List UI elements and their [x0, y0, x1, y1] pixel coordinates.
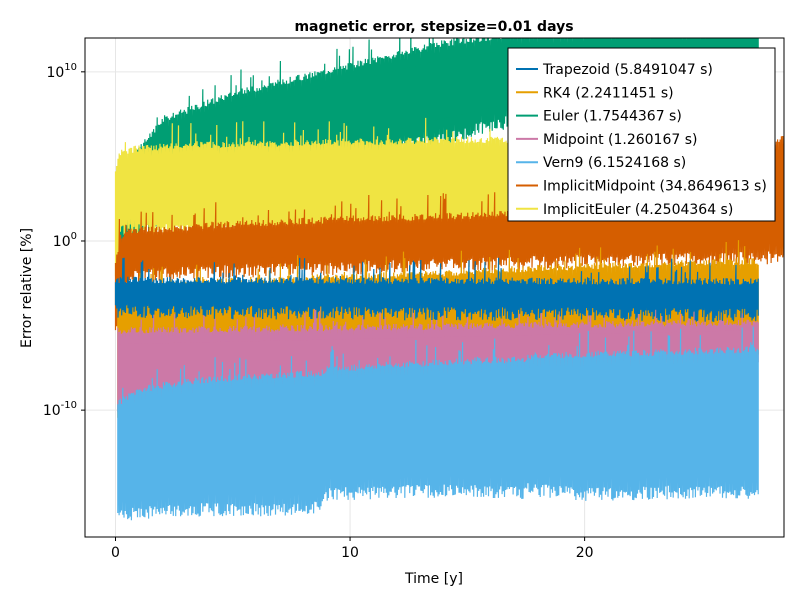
legend-entry: Midpoint (1.260167 s) — [543, 132, 697, 148]
x-axis-label: Time [y] — [404, 571, 463, 587]
legend: Trapezoid (5.8491047 s) RK4 (2.2411451 s)… — [507, 47, 776, 222]
legend-box — [507, 47, 776, 222]
y-tick-label: 1010 — [46, 62, 77, 81]
y-tick-label: 10-10 — [43, 400, 77, 419]
x-axis-ticks: 0 10 20 — [111, 537, 594, 561]
x-tick-label: 20 — [576, 545, 594, 561]
legend-entry: ImplicitMidpoint (34.8649613 s) — [543, 179, 767, 195]
series-core-implicitmidpoint — [115, 156, 784, 317]
chart-title: magnetic error, stepsize=0.01 days — [294, 19, 573, 35]
legend-entry: Trapezoid (5.8491047 s) — [542, 62, 713, 78]
legend-entry: Euler (1.7544367 s) — [543, 109, 682, 125]
x-tick-label: 0 — [111, 545, 120, 561]
legend-entry: ImplicitEuler (4.2504364 s) — [543, 202, 733, 218]
legend-entry: RK4 (2.2411451 s) — [543, 85, 674, 101]
legend-entry: Vern9 (6.1524168 s) — [543, 155, 686, 171]
y-axis-ticks: 10-10 100 1010 — [43, 62, 85, 419]
plot-frame — [84, 37, 785, 538]
series-core-vern9 — [117, 372, 759, 495]
x-tick-label: 10 — [341, 545, 359, 561]
series-core-midpoint — [117, 330, 759, 392]
series-core-trapezoid — [115, 286, 759, 306]
y-axis-label: Error relative [%] — [19, 228, 35, 348]
y-tick-label: 100 — [53, 231, 77, 250]
